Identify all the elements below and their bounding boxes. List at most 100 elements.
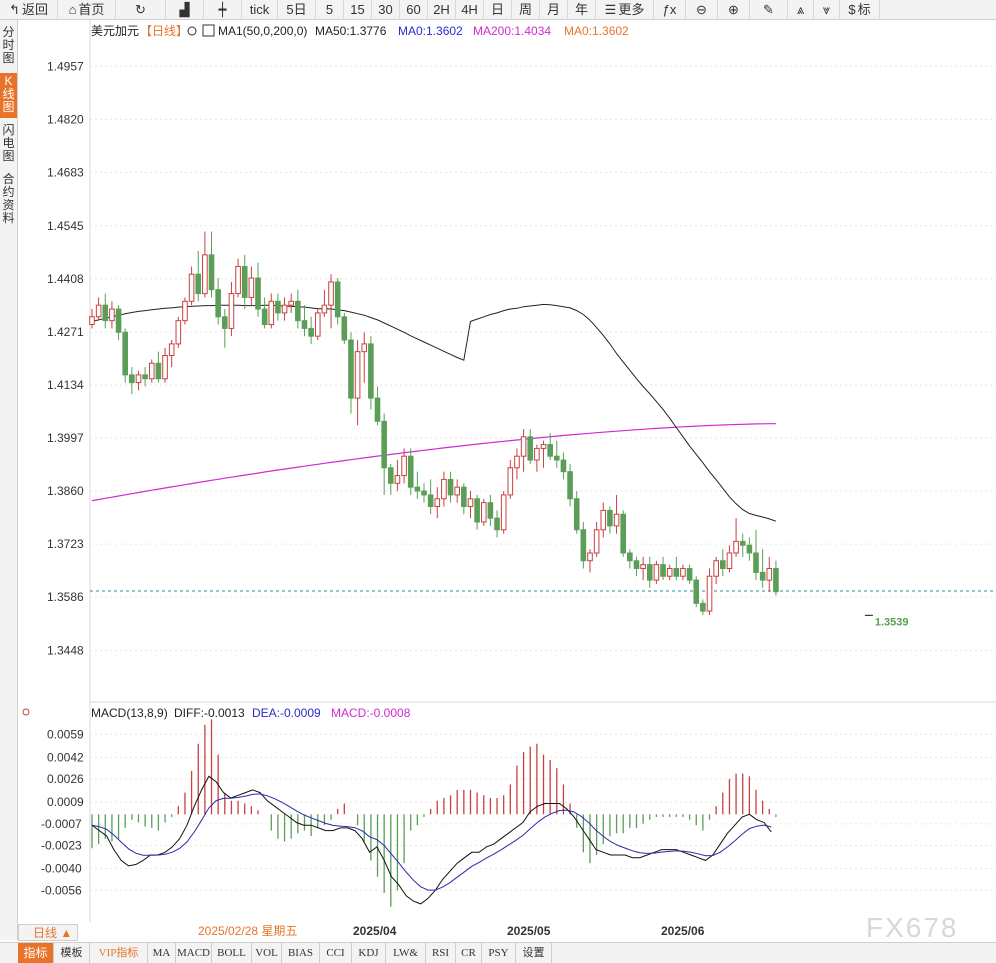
macd-tick-label: 0.0059 xyxy=(47,727,84,741)
candle xyxy=(321,289,328,317)
ma50-line xyxy=(91,303,777,522)
toolbar-label: 4H xyxy=(461,2,478,17)
candle-body xyxy=(142,374,148,380)
candle-body xyxy=(301,320,308,329)
dollar-icon: $ xyxy=(848,2,856,17)
date-label: 2025/02/28 星期五 xyxy=(198,924,297,938)
candle-body xyxy=(368,343,374,399)
candle-body xyxy=(295,300,301,322)
toolbar-item-16[interactable]: 年 xyxy=(568,0,596,19)
candle-body xyxy=(461,486,467,508)
candle xyxy=(182,297,188,325)
toolbar-item-5[interactable]: tick xyxy=(242,0,278,19)
indicator-tab-12[interactable]: CR xyxy=(456,943,482,963)
indicator-tab-5[interactable]: BOLL xyxy=(212,943,252,963)
candle xyxy=(700,599,706,615)
toolbar-item-17[interactable]: ☰ 更多 xyxy=(596,0,654,19)
candle-body xyxy=(421,490,427,496)
candle xyxy=(102,293,109,329)
candle-body xyxy=(726,552,733,569)
toolbar-item-12[interactable]: 4H xyxy=(456,0,484,19)
candle-body xyxy=(115,308,122,333)
toolbar-item-0[interactable]: ↰ 返回 xyxy=(0,0,58,19)
sidebar-item-0[interactable]: 分时图 xyxy=(2,25,15,65)
toolbar-item-8[interactable]: 15 xyxy=(344,0,372,19)
candle-body xyxy=(600,509,607,531)
candle xyxy=(474,494,480,530)
period-selector[interactable]: 日线 ▲ xyxy=(18,924,78,941)
candle-body xyxy=(759,571,766,581)
indicator-tab-0[interactable]: 指标 xyxy=(18,943,54,963)
candle-body xyxy=(700,602,706,612)
date-label: 2025/04 xyxy=(353,924,397,938)
candle xyxy=(600,502,607,538)
candle xyxy=(534,444,540,472)
candle-body xyxy=(102,304,109,322)
candle xyxy=(494,510,500,538)
candle-body xyxy=(607,509,613,527)
indicator-tab-13[interactable]: PSY xyxy=(482,943,516,963)
macd-value-label: MACD:-0.0008 xyxy=(331,706,411,720)
indicator-tab-4[interactable]: MACD xyxy=(176,943,212,963)
candle-body xyxy=(215,289,221,318)
toolbar-item-11[interactable]: 2H xyxy=(428,0,456,19)
candle-body xyxy=(95,304,102,318)
indicator-tab-14[interactable]: 设置 xyxy=(516,943,552,963)
indicator-tab-2[interactable]: VIP指标 xyxy=(90,943,148,963)
toolbar-item-20[interactable]: ⊕ xyxy=(718,0,750,19)
candle xyxy=(421,483,427,503)
indicator-tab-1[interactable]: 模板 xyxy=(54,943,90,963)
price-tick-label: 1.3723 xyxy=(47,537,84,551)
toolbar-item-3[interactable]: ▟ xyxy=(166,0,204,19)
candle-body xyxy=(434,498,441,508)
candle xyxy=(627,549,633,569)
toolbar-item-24[interactable]: $ 标 xyxy=(840,0,880,19)
toolbar-item-19[interactable]: ⊖ xyxy=(686,0,718,19)
candle xyxy=(540,440,547,468)
candle-body xyxy=(235,265,241,295)
candle xyxy=(773,560,779,596)
toolbar-item-4[interactable]: ┿ xyxy=(204,0,242,19)
toolbar-label: 5日 xyxy=(286,2,307,17)
toolbar-item-2[interactable]: ↻ xyxy=(116,0,166,19)
toolbar-item-13[interactable]: 日 xyxy=(484,0,512,19)
candle-body xyxy=(354,351,361,399)
add-indicator-icon xyxy=(187,26,197,36)
toolbar-item-18[interactable]: ƒx xyxy=(654,0,686,19)
candle xyxy=(434,487,441,519)
toolbar-item-6[interactable]: 5日 xyxy=(278,0,316,19)
indicator-tab-7[interactable]: BIAS xyxy=(282,943,320,963)
indicator-tab-9[interactable]: KDJ xyxy=(352,943,386,963)
candle xyxy=(500,491,507,534)
toolbar-item-22[interactable]: ⩓ xyxy=(788,0,814,19)
candle-body xyxy=(467,498,474,508)
toolbar-item-23[interactable]: ⩔ xyxy=(814,0,840,19)
candle-body xyxy=(268,300,275,326)
toolbar-item-10[interactable]: 60 xyxy=(400,0,428,19)
candle xyxy=(746,537,753,561)
indicator-tab-3[interactable]: MA xyxy=(148,943,176,963)
sidebar-item-3[interactable]: 合约资料 xyxy=(2,172,15,225)
toolbar-item-14[interactable]: 周 xyxy=(512,0,540,19)
indicator-tab-6[interactable]: VOL xyxy=(252,943,282,963)
candle xyxy=(348,332,354,414)
candle xyxy=(514,448,520,480)
indicator-tab-11[interactable]: RSI xyxy=(426,943,456,963)
toolbar-item-9[interactable]: 30 xyxy=(372,0,400,19)
candle xyxy=(301,305,308,337)
toolbar-item-7[interactable]: 5 xyxy=(316,0,344,19)
candle-body xyxy=(713,560,719,577)
candle xyxy=(261,297,268,329)
toolbar-item-21[interactable]: ✎ xyxy=(750,0,788,19)
candle-body xyxy=(573,498,580,531)
candlesticks: 1.3539 xyxy=(89,231,909,628)
candle xyxy=(401,448,407,484)
toolbar-item-1[interactable]: ⌂ 首页 xyxy=(58,0,116,19)
toolbar-item-15[interactable]: 月 xyxy=(540,0,568,19)
sidebar-item-2[interactable]: 闪电图 xyxy=(2,123,15,163)
price-tick-label: 1.4545 xyxy=(47,219,84,233)
zoom-out-icon: ⊖ xyxy=(696,2,707,17)
indicator-tab-10[interactable]: LW& xyxy=(386,943,426,963)
indicator-tab-8[interactable]: CCI xyxy=(320,943,352,963)
